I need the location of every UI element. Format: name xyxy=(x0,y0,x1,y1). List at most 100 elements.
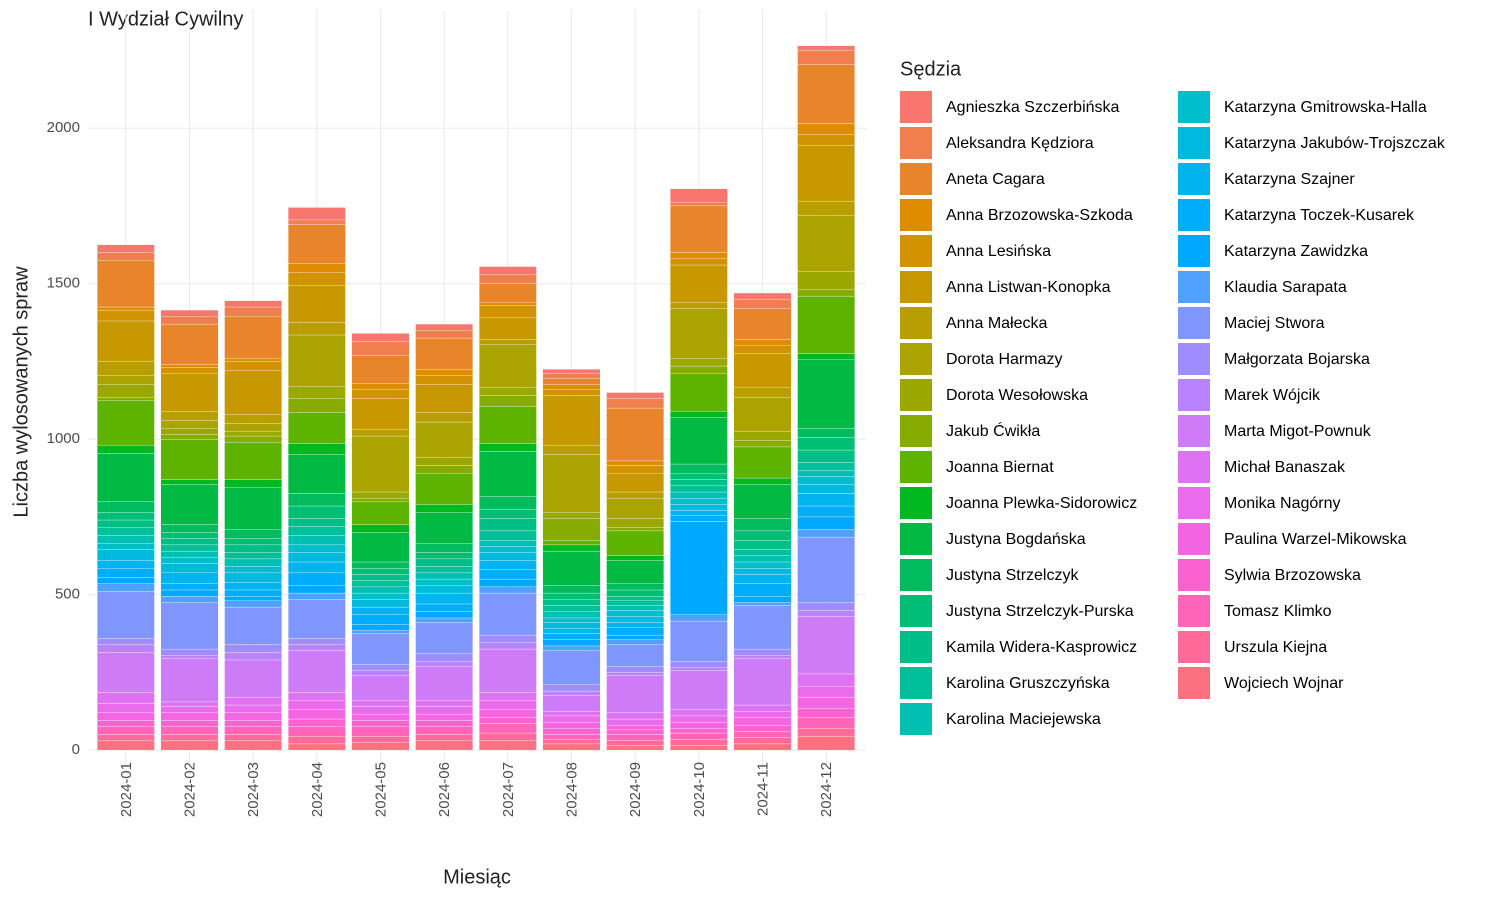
bar-segment xyxy=(97,452,155,502)
bar-segment xyxy=(160,373,219,412)
bar-segment xyxy=(351,491,410,499)
bar-segment xyxy=(797,359,855,429)
bar-segment xyxy=(733,530,792,541)
bar-segment xyxy=(224,589,282,597)
bar-segment xyxy=(479,740,537,751)
bar-segment xyxy=(733,574,792,584)
x-tick-label: 2024-12 xyxy=(818,762,835,817)
bar-segment xyxy=(542,650,601,685)
bar-segment xyxy=(733,731,792,738)
legend-key xyxy=(1178,559,1210,591)
bar-segment xyxy=(733,583,792,597)
bar-segment xyxy=(97,560,155,569)
legend-label: Aneta Cagara xyxy=(946,171,1045,188)
bar-segment xyxy=(733,518,792,532)
bar-segment xyxy=(479,540,537,547)
bar-segment xyxy=(479,634,537,643)
y-axis-label: Liczba wylosowanych spraw xyxy=(10,266,32,518)
bar-segment xyxy=(542,739,601,745)
bar-segment xyxy=(670,358,728,367)
bar-segment xyxy=(542,611,601,619)
bar-segment xyxy=(606,672,664,676)
bar-segment xyxy=(670,463,728,474)
bar-segment xyxy=(797,353,855,360)
bar-segment xyxy=(415,611,473,619)
bar-segment xyxy=(97,726,155,735)
bar-segment xyxy=(415,622,473,654)
bar-segment xyxy=(479,317,537,340)
bar-segment xyxy=(670,614,728,622)
bar-segment xyxy=(733,387,792,398)
bar-segment xyxy=(415,566,473,574)
bar-segment xyxy=(288,561,346,574)
bar-segment xyxy=(670,504,728,511)
legend-label: Jakub Ćwikła xyxy=(946,421,1040,440)
bar-segment xyxy=(733,725,792,732)
bar-segment xyxy=(288,644,346,651)
bar-segment xyxy=(97,535,155,544)
bar-segment xyxy=(542,734,601,740)
bar-segment xyxy=(733,299,792,309)
bar-segment xyxy=(479,344,537,388)
legend-label: Urszula Kiejna xyxy=(1224,639,1327,656)
bar-segment xyxy=(670,417,728,465)
bar-segment xyxy=(479,700,537,710)
legend-label: Katarzyna Toczek-Kusarek xyxy=(1224,207,1415,224)
bar-segment xyxy=(415,585,473,594)
bar-segment xyxy=(288,505,346,519)
bar-segment xyxy=(415,666,473,701)
bar-segment xyxy=(351,501,410,525)
bar-segment xyxy=(415,572,473,580)
bar-segment xyxy=(606,740,664,746)
bar-segment xyxy=(160,563,219,574)
bar-segment xyxy=(351,592,410,600)
bar-segment xyxy=(797,529,855,538)
bar-segment xyxy=(479,642,537,650)
legend-label: Marta Migot-Pownuk xyxy=(1224,423,1372,440)
legend-key xyxy=(1178,235,1210,267)
bar-segment xyxy=(415,512,473,544)
bar-segment xyxy=(224,596,282,602)
bar-segment xyxy=(670,732,728,740)
legend-key xyxy=(1178,667,1210,699)
bar-segment xyxy=(797,717,855,729)
bar-segment xyxy=(224,529,282,539)
bar-segment xyxy=(733,711,792,718)
bar-segment xyxy=(415,720,473,727)
bar-segment xyxy=(606,675,664,713)
bar-segment xyxy=(733,555,792,563)
bar-segment xyxy=(797,145,855,202)
bar-segment xyxy=(351,700,410,707)
bar-segment xyxy=(542,617,601,623)
legend-label: Karolina Gruszczyńska xyxy=(946,675,1110,692)
legend-key xyxy=(900,91,932,123)
bar-segment xyxy=(160,602,219,650)
bar-segment xyxy=(479,732,537,741)
legend-label: Justyna Strzelczyk-Purska xyxy=(946,603,1134,620)
bar-segment xyxy=(351,606,410,615)
bar-segment xyxy=(670,715,728,723)
bar-segment xyxy=(606,639,664,645)
bar-segment xyxy=(288,735,346,745)
bar-segment xyxy=(415,603,473,612)
bar-segment xyxy=(160,740,219,751)
bar-segment xyxy=(224,606,282,645)
bar-segment xyxy=(288,526,346,536)
bar-segment xyxy=(670,485,728,493)
bar-segment xyxy=(542,599,601,606)
bar-segment xyxy=(733,339,792,347)
bar-segment xyxy=(479,443,537,452)
bar-segment xyxy=(160,734,219,741)
bar-segment xyxy=(351,586,410,594)
bar-segment xyxy=(288,743,346,751)
bar-segment xyxy=(351,675,410,701)
bar-segment xyxy=(224,644,282,653)
bar-segment xyxy=(224,582,282,591)
legend-key xyxy=(1178,307,1210,339)
legend-key xyxy=(1178,595,1210,627)
bar-segment xyxy=(160,701,219,707)
bar-segment xyxy=(288,334,346,387)
bar-segment xyxy=(351,429,410,437)
legend-key xyxy=(900,127,932,159)
bar-segment xyxy=(670,373,728,412)
